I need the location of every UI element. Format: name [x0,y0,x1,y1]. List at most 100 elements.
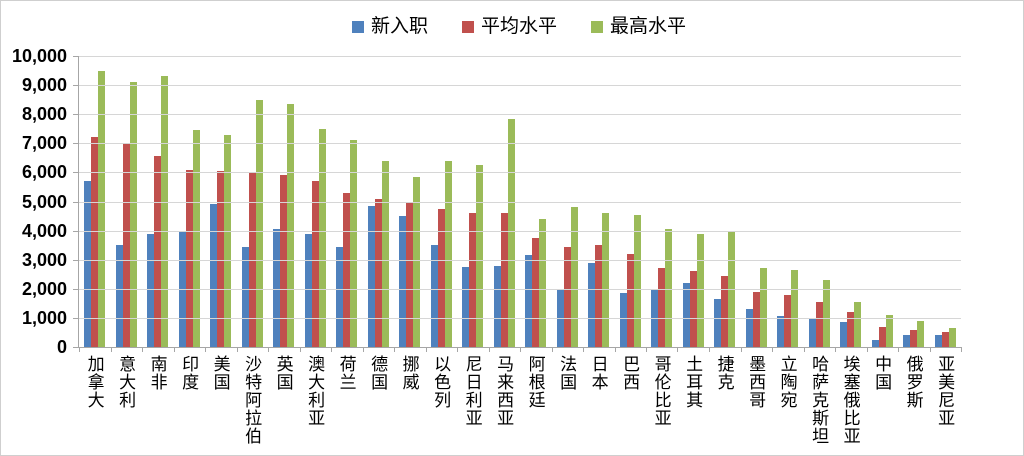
bar [777,316,785,347]
bar-group [363,56,395,347]
bar-group [79,56,111,347]
bar-group [835,56,867,347]
bar [658,268,666,347]
legend-item-series-3: 最高水平 [591,17,686,36]
x-axis-label-cell: 亚美尼亚 [929,355,961,427]
bar [84,181,92,347]
bar [948,328,956,347]
bar [885,315,893,347]
bar [374,198,382,347]
y-axis-tick [73,347,79,348]
bar [122,143,130,347]
bar [815,301,823,347]
bar-group [268,56,300,347]
chart-legend: 新入职 平均水平 最高水平 [78,17,960,36]
x-axis-label-cell: 土耳其 [677,355,709,409]
x-axis-tick [299,347,301,352]
bar-group [741,56,773,347]
y-axis-labels: 10,000 9,000 8,000 7,000 6,000 5,000 4,000 3,00… [1,47,67,356]
bar [714,299,722,347]
x-axis-label-cell: 加拿大 [78,355,110,409]
bar-group [867,56,899,347]
gridline [79,259,961,261]
bar [381,160,389,347]
bar [192,130,200,347]
x-axis-tick [803,347,805,352]
x-axis-tick [835,347,836,352]
bar-group [615,56,647,347]
bar [619,293,627,347]
bar [934,335,942,347]
bar [91,137,99,347]
x-axis-label-cell: 立陶宛 [771,355,803,409]
y-axis-tick-label: 3,000 [21,249,67,270]
y-axis-tick [73,85,79,87]
bar-group [300,56,332,347]
bar [682,282,690,347]
bar [161,76,169,347]
x-axis-label-cell: 哥伦比亚 [645,355,677,427]
x-axis-label-cell: 以色列 [425,355,457,409]
x-axis-category-label: 亚美尼亚 [935,355,955,427]
y-axis-tick [73,201,79,203]
y-axis-tick [73,259,79,261]
bar [147,233,155,347]
x-axis-category-label: 埃塞俄比亚 [840,355,860,445]
bar [854,301,862,347]
x-axis-labels: 加拿大 意大利 南非 印度 美国 沙特阿拉伯 英国 澳大利亚 荷兰 德国 挪威 以色列 尼日利亚 马来西亚… [78,355,960,445]
bar [525,255,533,347]
x-axis-tick [142,347,143,352]
x-axis-tick [110,347,112,352]
bar [273,229,281,347]
x-axis-label-cell: 日本 [582,355,614,391]
bar [154,156,162,347]
x-axis-label-cell: 尼日利亚 [456,355,488,427]
bar [241,246,249,347]
gridline [79,56,961,57]
bar [532,237,540,347]
bar-group [205,56,237,347]
series-3-label: 最高水平 [610,16,687,37]
bar-group [930,56,962,347]
bar [98,70,106,347]
bar [304,233,312,347]
x-axis-category-label: 挪威 [399,355,419,391]
y-axis-tick [73,230,79,232]
x-axis-tick [236,347,238,352]
bar [350,140,358,347]
gridline [79,172,961,174]
y-axis-tick-label: 5,000 [21,191,67,212]
x-axis-label-cell: 墨西哥 [740,355,772,409]
bar [791,269,799,347]
x-axis-category-label: 土耳其 [683,355,703,409]
x-axis-tick [79,347,80,352]
x-axis-category-label: 南非 [147,355,167,391]
y-axis-tick-label: 10,000 [11,46,67,66]
x-axis-category-label: 沙特阿拉伯 [242,355,262,445]
bar [129,82,137,347]
bar [871,339,879,347]
x-axis-tick [961,347,962,352]
x-axis-category-label: 以色列 [431,355,451,409]
y-axis-tick-label: 7,000 [21,133,67,154]
gridline [79,201,961,203]
x-axis-category-label: 加拿大 [84,355,104,409]
bar [563,246,571,347]
x-axis-tick [866,347,868,352]
y-axis-tick-label: 8,000 [21,104,67,125]
x-axis-category-label: 尼日利亚 [462,355,482,427]
bar [507,118,515,347]
bar [822,280,830,347]
y-axis-tick-label: 2,000 [21,278,67,299]
x-axis-category-label: 法国 [557,355,577,391]
x-axis-label-cell: 哈萨克斯坦 [803,355,835,445]
x-axis-category-label: 英国 [273,355,293,391]
bar [437,208,445,347]
bar [444,160,452,347]
x-axis-label-cell: 法国 [551,355,583,391]
bar [917,320,925,347]
bar [406,202,414,347]
x-axis-category-label: 马来西亚 [494,355,514,427]
x-axis-tick [772,347,773,352]
x-axis-category-label: 中国 [872,355,892,391]
